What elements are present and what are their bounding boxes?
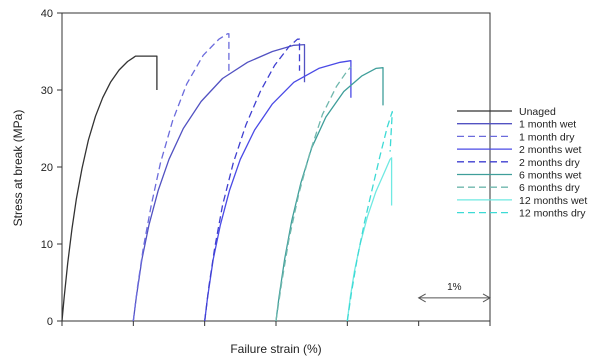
y-tick-label: 20	[41, 162, 53, 174]
y-tick-label: 0	[47, 316, 53, 328]
annotation-label: 1%	[447, 282, 462, 293]
legend-label: 1 month wet	[519, 119, 576, 131]
legend-label: 2 months dry	[519, 157, 580, 169]
legend-label: 6 months dry	[519, 182, 580, 194]
x-axis-title: Failure strain (%)	[230, 342, 321, 356]
legend-label: 2 months wet	[519, 144, 582, 156]
legend-label: 12 months wet	[519, 195, 587, 207]
annotation-arrowhead-left	[417, 293, 426, 303]
legend-label: 1 month dry	[519, 131, 575, 143]
series-line-8	[346, 110, 393, 322]
series-line-3	[204, 60, 352, 322]
y-tick-label: 10	[41, 239, 53, 251]
annotation-layer: 1%	[417, 282, 492, 303]
series-line-2	[132, 33, 230, 322]
legend-label: 6 months wet	[519, 170, 582, 182]
series-layer	[61, 33, 393, 322]
series-line-5	[275, 67, 384, 322]
series-line-4	[204, 38, 301, 322]
series-line-0	[61, 55, 158, 322]
legend-label: Unaged	[519, 106, 556, 118]
legend-label: 12 months dry	[519, 208, 586, 220]
series-line-6	[275, 66, 352, 322]
y-tick-label: 40	[41, 8, 53, 20]
annotation-arrowhead-right	[482, 293, 492, 303]
y-tick-label: 30	[41, 85, 53, 97]
y-axis-title: Stress at break (MPa)	[11, 110, 25, 227]
